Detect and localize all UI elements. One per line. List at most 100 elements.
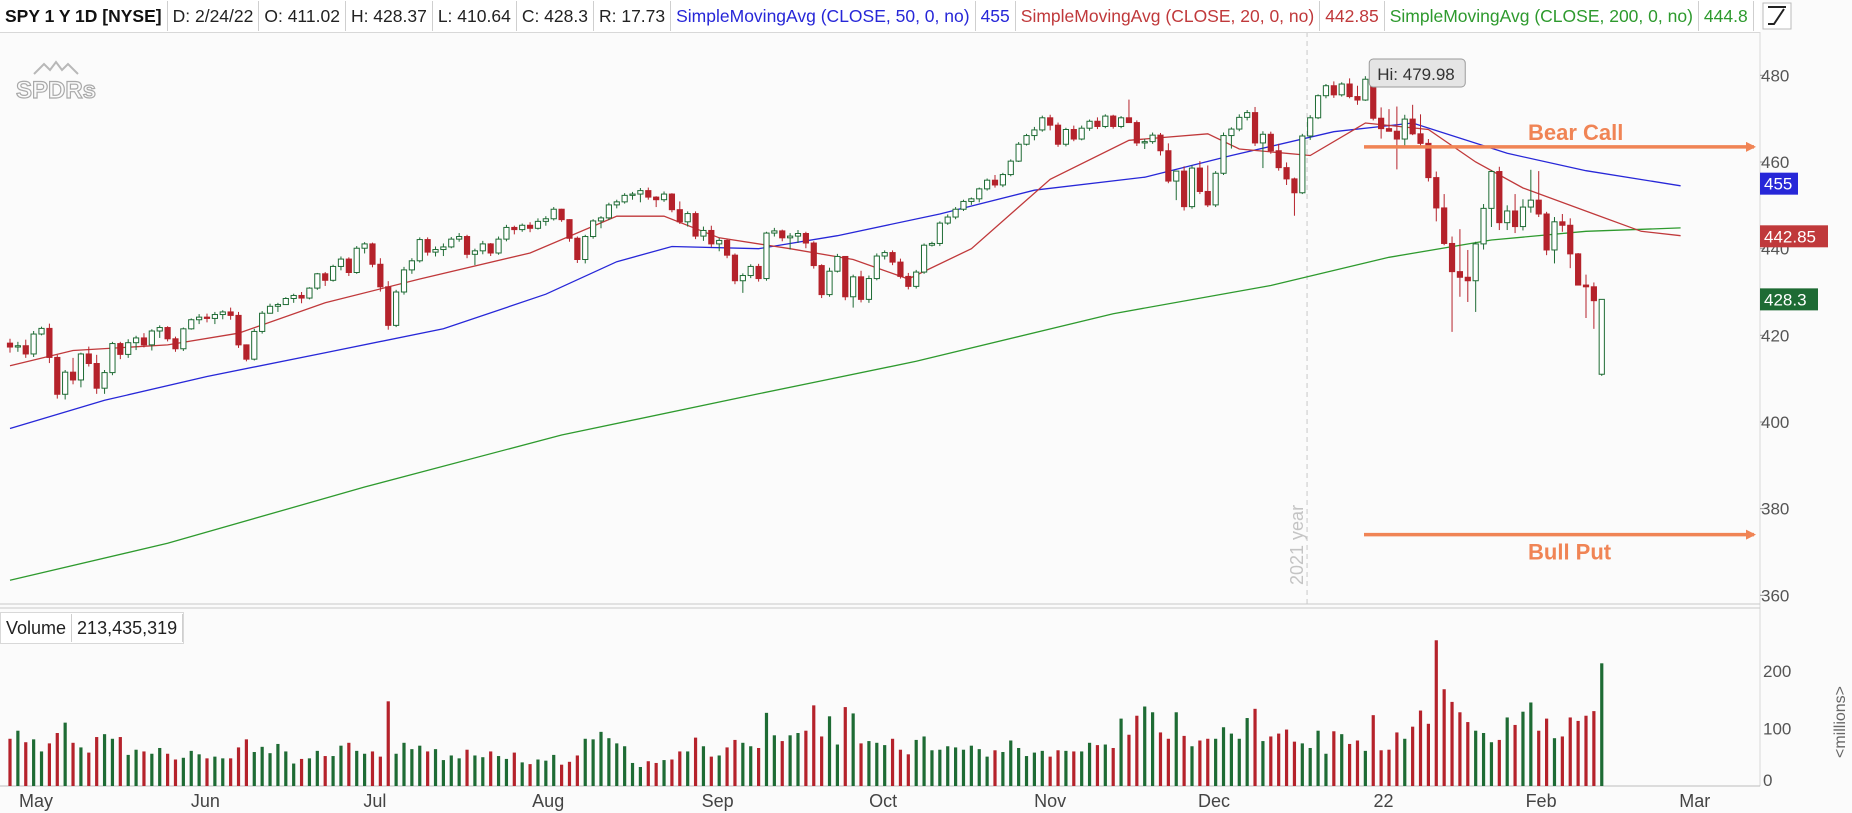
candle — [550, 207, 557, 221]
volume-bar — [890, 738, 895, 786]
volume-bar — [969, 745, 973, 786]
candle-body — [109, 343, 116, 374]
candle — [1244, 110, 1251, 121]
volume-bar — [39, 751, 44, 786]
volume-bar — [922, 736, 926, 786]
candle — [85, 346, 92, 367]
candle — [251, 328, 258, 361]
volume-bar — [134, 749, 138, 786]
candle — [1291, 177, 1298, 216]
symbol-label[interactable]: SPY 1 Y 1D [NYSE] — [0, 1, 168, 31]
sma20-study-label[interactable]: SimpleMovingAvg (CLOSE, 20, 0, no) — [1016, 1, 1321, 31]
time-axis-label: Jul — [363, 791, 386, 811]
candle — [227, 307, 234, 320]
drawing-tool-icon[interactable] — [1762, 2, 1792, 30]
candle — [479, 240, 486, 255]
volume-bar — [1087, 742, 1092, 786]
candle-body — [1133, 122, 1140, 144]
time-axis-label: Mar — [1679, 791, 1710, 811]
candle-body — [1244, 112, 1251, 118]
candle — [424, 237, 431, 256]
candle-body — [416, 239, 423, 262]
candle-body — [1511, 210, 1519, 228]
candle — [298, 292, 305, 304]
candle-body — [1039, 117, 1046, 131]
candle-body — [132, 337, 140, 344]
candlestick-series — [6, 75, 1605, 400]
candle — [1488, 170, 1495, 227]
range-label: R: 17.73 — [594, 1, 672, 31]
candle — [1464, 249, 1471, 302]
volume-bar — [938, 749, 942, 786]
volume-label[interactable]: Volume — [1, 614, 73, 642]
candle — [1204, 165, 1211, 208]
candle — [408, 258, 415, 274]
volume-bar — [583, 738, 587, 786]
candle — [526, 222, 534, 233]
candle-body — [274, 304, 282, 307]
time-axis-label: Oct — [869, 791, 897, 811]
candle — [274, 302, 282, 312]
candle — [361, 242, 368, 254]
candle — [456, 233, 463, 242]
volume-bar — [1568, 717, 1572, 786]
candle — [1125, 99, 1133, 124]
candle-body — [1291, 178, 1298, 194]
svg-text:SPDRs: SPDRs — [16, 77, 96, 102]
candle-body — [1078, 127, 1085, 140]
price-tick-label: 400 — [1761, 413, 1789, 432]
candle — [991, 175, 999, 188]
volume-bar — [1072, 751, 1076, 786]
candle-body — [1149, 134, 1156, 143]
time-axis-label: Aug — [532, 791, 564, 811]
candle-body — [69, 371, 77, 381]
price-badge-label: 455 — [1764, 175, 1792, 194]
candle — [266, 303, 274, 314]
candle-body — [251, 330, 258, 360]
candle — [1188, 165, 1196, 209]
candle-body — [1196, 167, 1203, 192]
volume-bar — [355, 750, 359, 786]
sma50-study-label[interactable]: SimpleMovingAvg (CLOSE, 50, 0, no) — [671, 1, 976, 31]
time-axis-label: Nov — [1034, 791, 1066, 811]
volume-bar — [1151, 712, 1155, 786]
volume-bar — [1166, 738, 1170, 786]
candle — [542, 216, 549, 226]
volume-bar — [284, 751, 288, 786]
volume-bar — [1403, 738, 1407, 786]
sma200-study-label[interactable]: SimpleMovingAvg (CLOSE, 200, 0, no) — [1385, 1, 1699, 31]
candle-body — [1259, 133, 1267, 144]
volume-bar — [292, 763, 296, 786]
candle-body — [463, 236, 471, 255]
volume-bar — [867, 741, 871, 786]
candle-body — [203, 316, 211, 319]
candle — [1062, 127, 1070, 147]
volume-bar — [835, 744, 839, 786]
candle — [1322, 84, 1330, 99]
candle — [936, 221, 943, 247]
sma20-value: 442.85 — [1320, 1, 1385, 31]
candle — [1228, 127, 1235, 149]
candle — [1117, 116, 1125, 129]
volume-bar — [827, 716, 832, 786]
candle — [243, 344, 250, 362]
volume-bar — [591, 739, 595, 786]
volume-bar — [504, 758, 509, 786]
candle-body — [999, 174, 1006, 186]
volume-bar — [181, 757, 185, 786]
candle — [322, 272, 329, 286]
volume-bar — [1221, 727, 1226, 786]
annotations: Bear Call Bull Put — [1364, 120, 1756, 565]
candle — [101, 370, 108, 394]
volume-bar — [378, 756, 382, 786]
candle-body — [1283, 167, 1290, 180]
candle-body — [873, 255, 880, 280]
high-callout: Hi: 479.98 — [1368, 58, 1466, 88]
candle — [1307, 115, 1314, 140]
volume-bar — [307, 758, 312, 786]
candle — [873, 253, 880, 281]
volume-bar — [757, 747, 761, 786]
volume-bar — [788, 735, 792, 786]
candle-body — [574, 237, 581, 260]
candle — [574, 236, 581, 263]
